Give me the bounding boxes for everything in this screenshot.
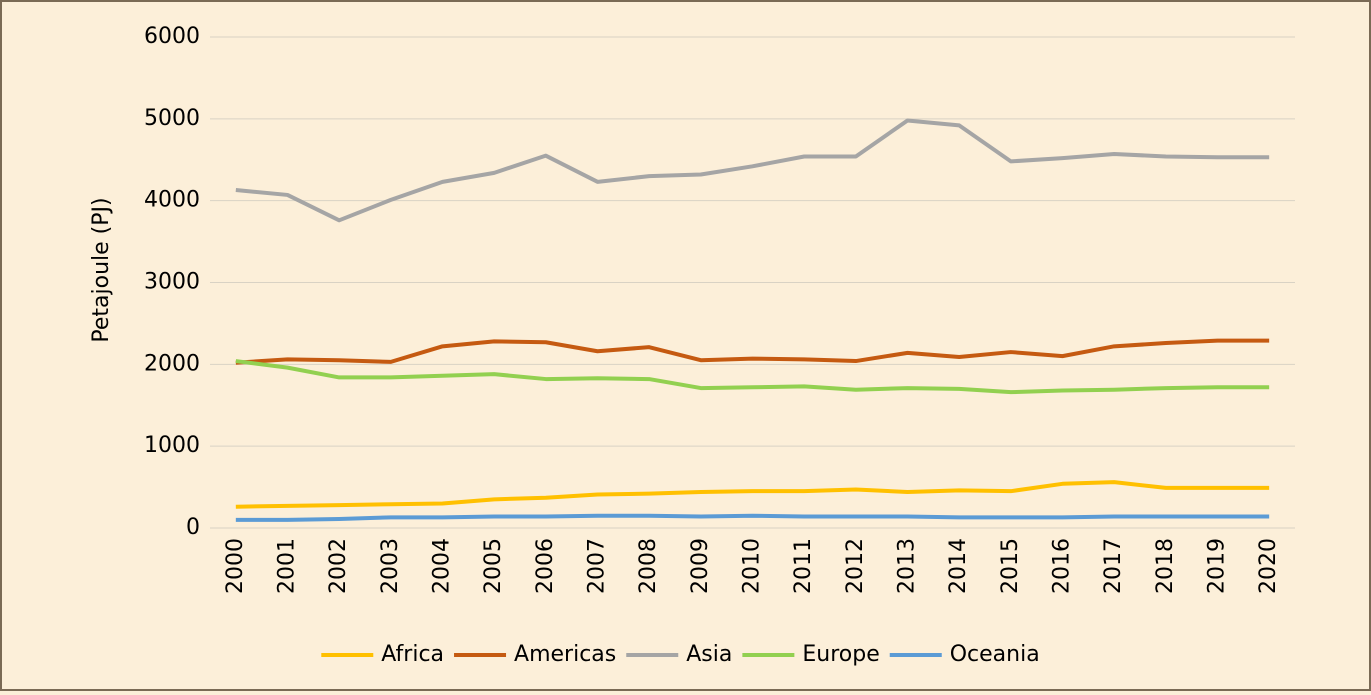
legend-label: Africa [381,642,444,667]
y-tick-label: 3000 [144,270,200,295]
x-tick-label: 2008 [636,538,661,594]
x-tick-label: 2020 [1256,538,1281,594]
x-tick-label: 2011 [791,538,816,594]
x-tick-label: 2002 [326,538,351,594]
y-tick-label: 5000 [144,106,200,131]
x-tick-label: 2009 [688,538,713,594]
y-tick-label: 1000 [144,433,200,458]
y-tick-label: 0 [186,515,200,540]
x-tick-label: 2012 [843,538,868,594]
legend-label: Asia [686,642,732,667]
x-tick-label: 2019 [1205,538,1230,594]
x-tick-label: 2006 [533,538,558,594]
x-tick-label: 2017 [1101,538,1126,594]
x-tick-label: 2004 [430,538,455,594]
legend-label: Oceania [950,642,1040,667]
x-tick-label: 2005 [481,538,506,594]
legend-label: Americas [514,642,616,667]
y-tick-label: 6000 [144,24,200,49]
series-line [235,513,1270,522]
y-tick-label: 4000 [144,188,200,213]
x-tick-label: 2016 [1050,538,1075,594]
x-tick-label: 2007 [585,538,610,594]
y-axis-label: Petajoule (PJ) [89,197,114,342]
x-tick-label: 2001 [275,538,300,594]
x-tick-label: 2010 [740,538,765,594]
y-tick-label: 2000 [144,351,200,376]
series-line [235,359,1270,395]
x-tick-label: 2018 [1153,538,1178,594]
x-tick-label: 2003 [378,538,403,594]
series-line [235,480,1270,509]
x-tick-label: 2000 [223,538,248,594]
x-tick-label: 2014 [946,538,971,594]
x-tick-label: 2015 [998,538,1023,594]
x-tick-label: 2013 [895,538,920,594]
series-line [235,118,1270,223]
series-line [235,338,1270,365]
legend-label: Europe [802,642,879,667]
